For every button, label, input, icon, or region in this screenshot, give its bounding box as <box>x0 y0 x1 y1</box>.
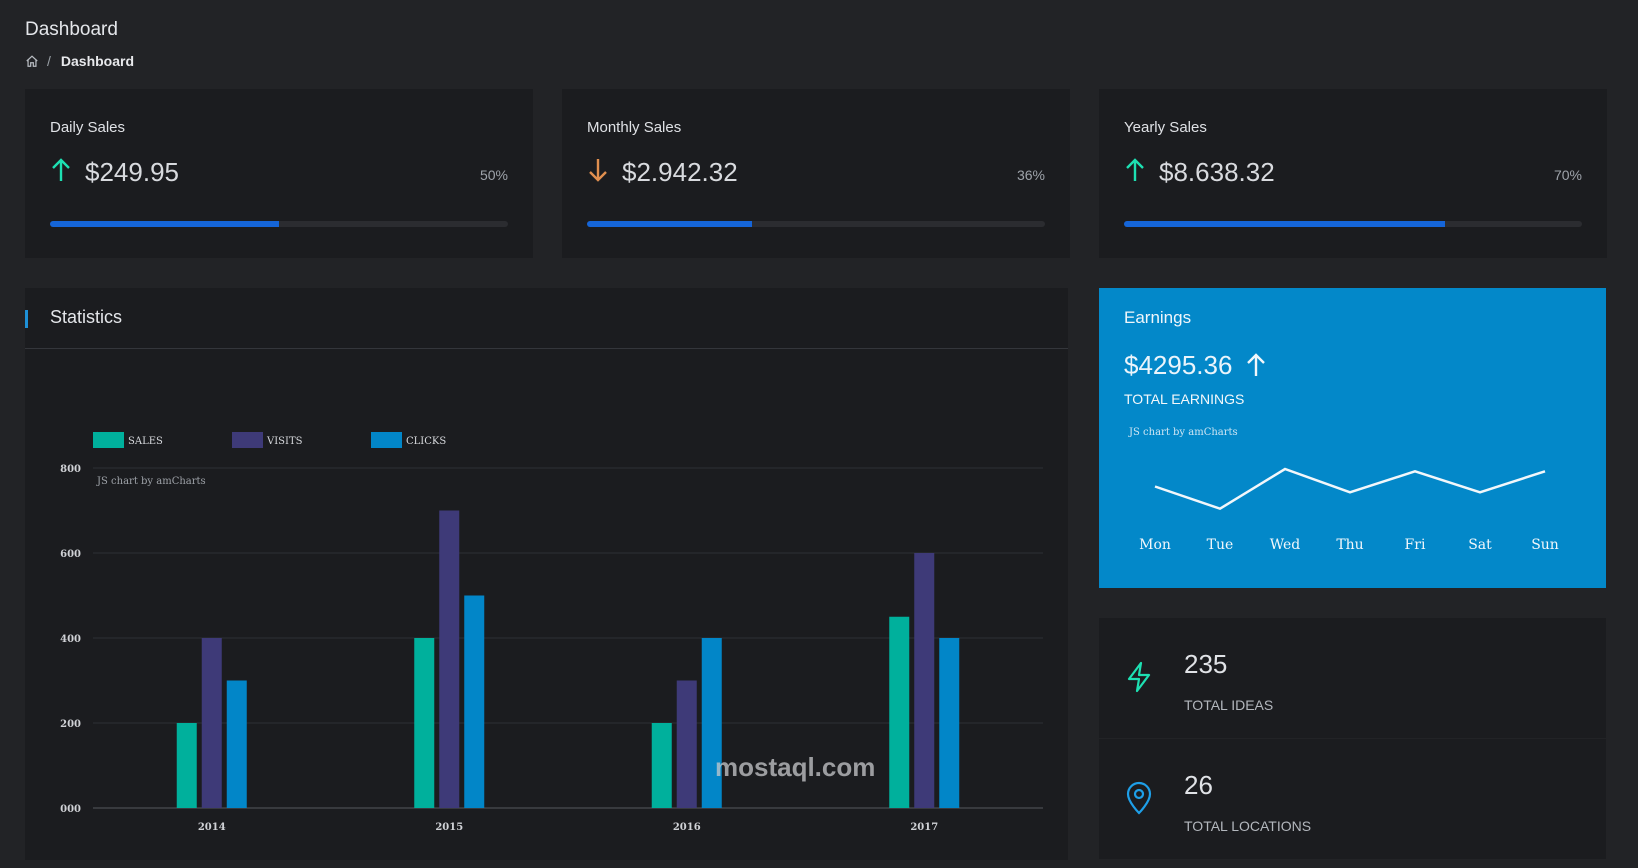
x-tick-label: Mon <box>1139 537 1171 553</box>
x-tick-label: 2016 <box>673 822 701 833</box>
stat-label: Yearly Sales <box>1124 119 1207 136</box>
legend-swatch <box>232 432 263 448</box>
progress-fill <box>587 221 752 227</box>
y-tick-label: 000 <box>60 804 81 815</box>
bar <box>701 638 722 808</box>
bar <box>176 723 197 808</box>
statistics-bar-chart[interactable]: 000 200 400 600 800 JS chart by amCharts SALES… <box>25 350 1068 860</box>
stat-value: $249.95 <box>85 157 179 187</box>
earnings-title: Earnings <box>1124 308 1192 327</box>
stat-value: $2.942.32 <box>622 157 738 187</box>
legend-label: CLICKS <box>406 436 446 447</box>
bar <box>414 638 435 808</box>
x-tick-label: 2015 <box>435 822 463 833</box>
stat-percent: 36% <box>1016 167 1045 183</box>
earnings-line <box>1154 467 1546 511</box>
header-accent <box>25 310 28 328</box>
bar <box>651 723 672 808</box>
total-ideas-number: 235 <box>1184 649 1228 679</box>
home-icon[interactable] <box>25 54 39 68</box>
progress-bar <box>50 221 508 227</box>
bar <box>439 510 460 808</box>
page-title: Dashboard <box>25 19 118 40</box>
bar <box>201 638 222 808</box>
x-tick-label: 2014 <box>198 822 226 833</box>
stat-label: Monthly Sales <box>587 119 682 136</box>
x-tick-label: Tue <box>1207 537 1234 553</box>
bar <box>676 680 697 808</box>
y-tick-label: 200 <box>60 719 81 730</box>
breadcrumb-separator: / <box>47 53 51 69</box>
chart-credit: JS chart by amCharts <box>96 476 206 487</box>
total-locations-label: TOTAL LOCATIONS <box>1184 818 1312 834</box>
monthly-sales-card: Monthly Sales $2.942.32 36% <box>562 89 1070 258</box>
x-tick-label: 2017 <box>910 822 938 833</box>
legend-swatch <box>93 432 124 448</box>
bar <box>226 680 247 808</box>
legend-swatch <box>371 432 402 448</box>
location-pin-icon <box>1126 781 1152 815</box>
daily-sales-card: Daily Sales $249.95 50% <box>25 89 533 258</box>
total-ideas-card: 235 TOTAL IDEAS <box>1099 618 1606 738</box>
x-tick-label: Thu <box>1336 537 1363 553</box>
progress-bar <box>587 221 1045 227</box>
legend-label: SALES <box>128 436 163 447</box>
statistics-header: Statistics <box>25 288 1068 349</box>
stat-percent: 70% <box>1553 167 1582 183</box>
watermark-logo: mostaql.com <box>715 752 875 783</box>
y-tick-label: 600 <box>60 549 81 560</box>
earnings-amount: $4295.36 <box>1124 350 1233 380</box>
arrow-up-icon <box>1247 353 1265 376</box>
arrow-up-icon <box>1126 158 1144 181</box>
stat-label: Daily Sales <box>50 119 126 136</box>
lightning-icon <box>1127 661 1151 693</box>
bar <box>939 638 960 808</box>
total-ideas-label: TOTAL IDEAS <box>1184 697 1274 713</box>
watermark-url: mostaql.com <box>715 752 876 782</box>
y-tick-label: 800 <box>60 464 81 475</box>
bar <box>889 616 910 808</box>
breadcrumb: / Dashboard <box>25 53 134 69</box>
x-tick-label: Fri <box>1405 537 1426 553</box>
arrow-down-icon <box>589 159 607 182</box>
stat-percent: 50% <box>479 167 508 183</box>
arrow-up-icon <box>52 158 70 181</box>
stat-value: $8.638.32 <box>1159 157 1275 187</box>
progress-bar <box>1124 221 1582 227</box>
breadcrumb-current: Dashboard <box>60 53 135 69</box>
bar <box>914 553 935 808</box>
earnings-card: Earnings $4295.36 TOTAL EARNINGS JS char… <box>1099 288 1606 588</box>
earnings-line-chart[interactable]: JS chart by amCharts Mon Tue Wed Thu Fri Sat Su… <box>1099 418 1606 588</box>
legend-label: VISITS <box>266 436 303 447</box>
earnings-subtitle: TOTAL EARNINGS <box>1124 391 1245 407</box>
x-tick-label: Sun <box>1531 537 1559 553</box>
total-locations-card: 26 TOTAL LOCATIONS <box>1099 739 1606 859</box>
y-tick-label: 400 <box>60 634 81 645</box>
chart-credit: JS chart by amCharts <box>1128 427 1238 438</box>
progress-fill <box>50 221 279 227</box>
bar <box>464 595 485 808</box>
statistics-card: Statistics 000 200 400 600 800 JS chart by am… <box>25 288 1068 860</box>
x-tick-label: Sat <box>1468 537 1492 553</box>
total-locations-number: 26 <box>1184 770 1213 800</box>
x-tick-label: Wed <box>1270 537 1301 553</box>
progress-fill <box>1124 221 1445 227</box>
statistics-title: Statistics <box>50 307 123 327</box>
yearly-sales-card: Yearly Sales $8.638.32 70% <box>1099 89 1607 258</box>
